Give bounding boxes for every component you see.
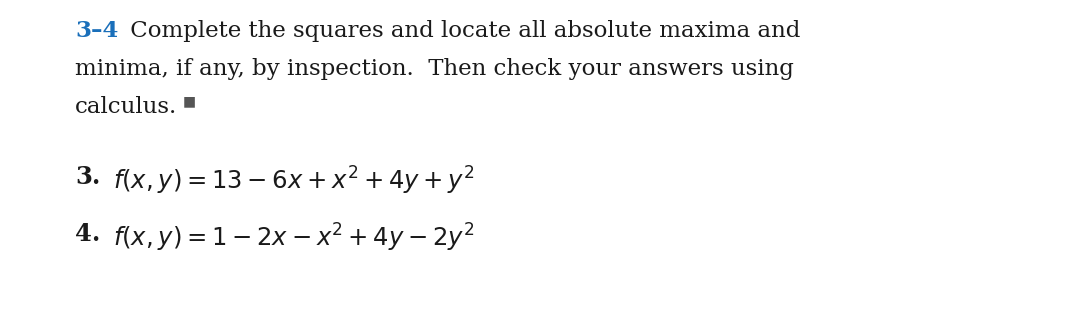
Text: 4.: 4.	[75, 222, 100, 246]
Text: minima, if any, by inspection.  Then check your answers using: minima, if any, by inspection. Then chec…	[75, 58, 794, 80]
Text: 3.: 3.	[75, 165, 100, 189]
Text: 3–4: 3–4	[75, 20, 119, 42]
Text: calculus.: calculus.	[75, 96, 177, 118]
Text: $f(x, y) = 13 - 6x + x^2 + 4y + y^2$: $f(x, y) = 13 - 6x + x^2 + 4y + y^2$	[113, 165, 474, 197]
Text: $f(x, y) = 1 - 2x - x^2 + 4y - 2y^2$: $f(x, y) = 1 - 2x - x^2 + 4y - 2y^2$	[113, 222, 474, 254]
Text: Complete the squares and locate all absolute maxima and: Complete the squares and locate all abso…	[123, 20, 800, 42]
Text: ■: ■	[183, 94, 197, 108]
